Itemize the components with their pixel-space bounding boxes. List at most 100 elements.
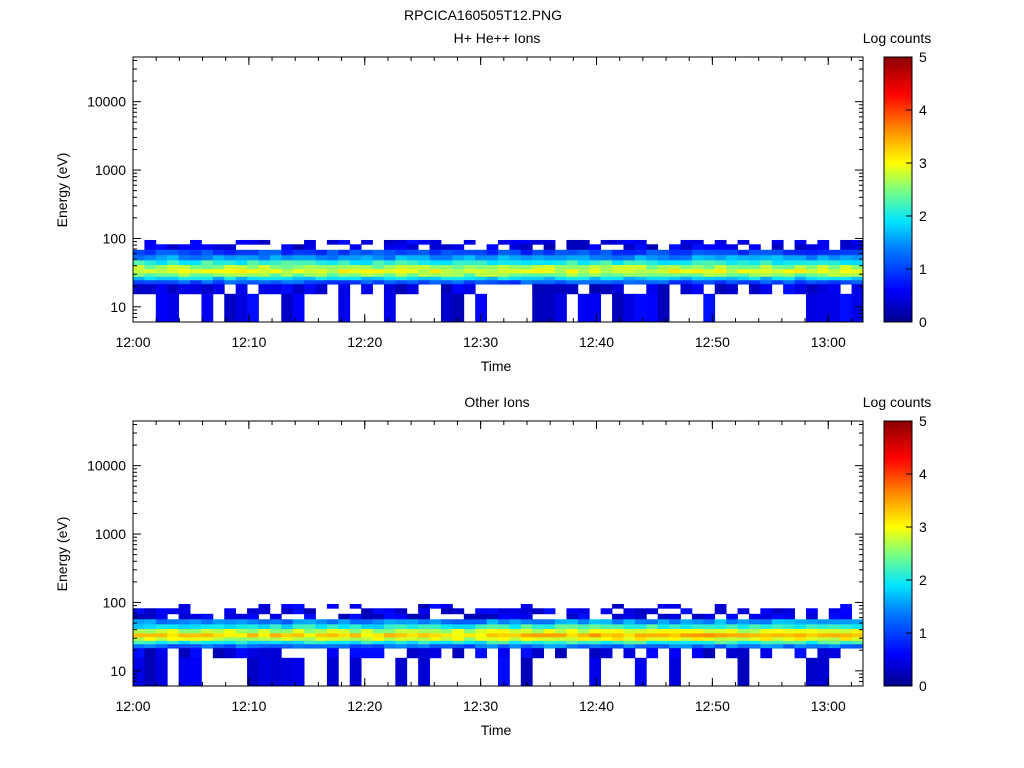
heatmap-cell [383,269,396,274]
heatmap-cell [212,629,225,634]
heatmap-cell [532,648,545,659]
heatmap-cell [247,293,259,323]
heatmap-cell [771,265,784,270]
heatmap-cell [372,280,385,285]
heatmap-cell [406,648,419,659]
heatmap-cell [440,603,453,609]
heatmap-cell [133,276,145,281]
heatmap-cell [566,239,579,245]
heatmap-cell [634,273,647,278]
heatmap-cell [851,637,864,642]
heatmap-cell [794,640,807,645]
heatmap-cell [167,249,180,256]
heatmap-cell [623,629,636,634]
heatmap-cell [760,284,773,295]
heatmap-cell [258,633,271,638]
heatmap-cell [498,619,510,625]
heatmap-cell [155,284,168,295]
heatmap-cell [577,280,590,285]
y-tick-label: 10 [110,663,126,679]
heatmap-cell [383,265,396,270]
heatmap-cell [577,239,590,245]
heatmap-cell [178,603,191,609]
heatmap-cell [737,633,750,638]
heatmap-cell [532,284,545,295]
heatmap-cell [440,619,453,625]
heatmap-cell [646,249,659,256]
heatmap-cell [657,633,670,638]
heatmap-cell [520,244,533,251]
heatmap-cell [326,280,339,285]
heatmap-cell [395,613,408,620]
heatmap-cell [155,269,168,274]
heatmap-cell [726,637,738,642]
heatmap-cell [361,619,373,625]
heatmap-cell [452,633,465,638]
heatmap-cell [680,249,693,256]
heatmap-cell [703,644,716,649]
heatmap-cell [133,633,145,638]
heatmap-cell [726,624,738,630]
heatmap-cell [600,633,613,638]
heatmap-cell [691,640,704,645]
colorbar-tick-label: 0 [919,678,927,694]
panel-2-colorbar-label: Log counts [863,394,932,410]
heatmap-cell [794,648,807,659]
heatmap-cell [805,637,818,642]
heatmap-cell [577,269,590,274]
heatmap-cell [509,613,522,620]
heatmap-cell [338,644,351,649]
heatmap-cell [805,269,818,274]
heatmap-cell [714,239,727,245]
heatmap-cell [748,284,761,295]
heatmap-cell [646,255,659,261]
heatmap-cell [190,624,202,630]
heatmap-cell [566,260,579,266]
heatmap-cell [315,640,328,645]
heatmap-cell [703,255,716,261]
heatmap-cell [669,244,681,251]
heatmap-cell [201,260,214,266]
heatmap-cell [155,613,168,620]
heatmap-cell [144,273,157,278]
heatmap-cell [429,280,442,285]
heatmap-cell [418,629,430,634]
heatmap-cell [612,265,624,270]
heatmap-cell [646,260,659,266]
heatmap-cell [292,265,305,270]
heatmap-cell [680,640,693,645]
heatmap-cell [269,280,282,285]
heatmap-cell [338,276,351,281]
heatmap-cell [669,644,681,649]
heatmap-cell [783,249,795,256]
heatmap-cell [577,265,590,270]
heatmap-cell [691,284,704,295]
heatmap-cell [486,644,499,649]
heatmap-cell [748,269,761,274]
heatmap-cell [543,644,556,649]
heatmap-cell [281,265,294,270]
heatmap-cell [235,260,248,266]
heatmap-cell [817,619,830,625]
heatmap-cell [133,644,145,649]
heatmap-cell [532,269,545,274]
heatmap-cell [212,273,225,278]
heatmap-cell [737,644,750,649]
heatmap-cell [589,255,602,261]
heatmap-cell [498,608,510,615]
heatmap-cell [543,280,556,285]
heatmap-cell [748,244,761,251]
heatmap-cell [144,624,157,630]
heatmap-cell [383,276,396,281]
heatmap-cell [760,633,773,638]
heatmap-cell [247,260,259,266]
heatmap-cell [304,239,316,245]
heatmap-cell [726,255,738,261]
heatmap-cell [737,640,750,645]
heatmap-cell [475,265,487,270]
heatmap-cell [760,276,773,281]
heatmap-cell [498,624,510,630]
heatmap-cell [840,249,852,256]
heatmap-cell [520,260,533,266]
heatmap-cell [589,644,602,649]
